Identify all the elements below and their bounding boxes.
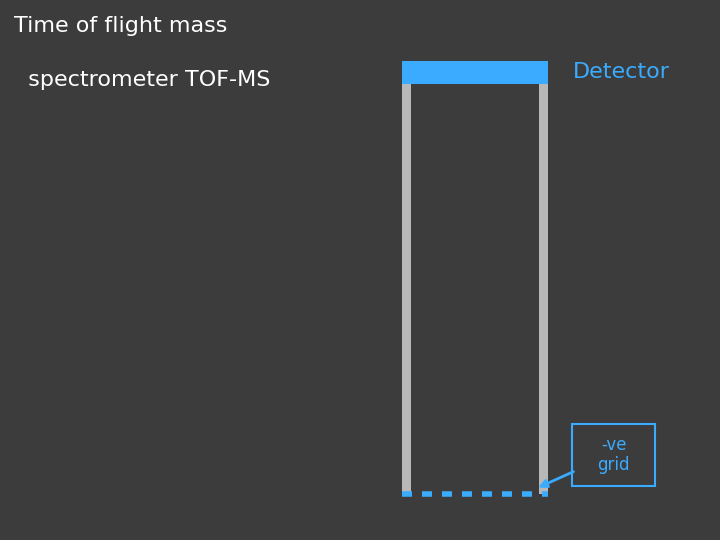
Bar bbox=[572, 424, 655, 486]
Text: Time of flight mass: Time of flight mass bbox=[14, 16, 228, 36]
Text: -ve
grid: -ve grid bbox=[598, 436, 630, 474]
Text: Detector: Detector bbox=[572, 62, 670, 83]
Bar bbox=[539, 84, 548, 494]
Text: spectrometer TOF-MS: spectrometer TOF-MS bbox=[14, 70, 271, 90]
Bar bbox=[402, 84, 411, 494]
Bar bbox=[402, 61, 548, 84]
